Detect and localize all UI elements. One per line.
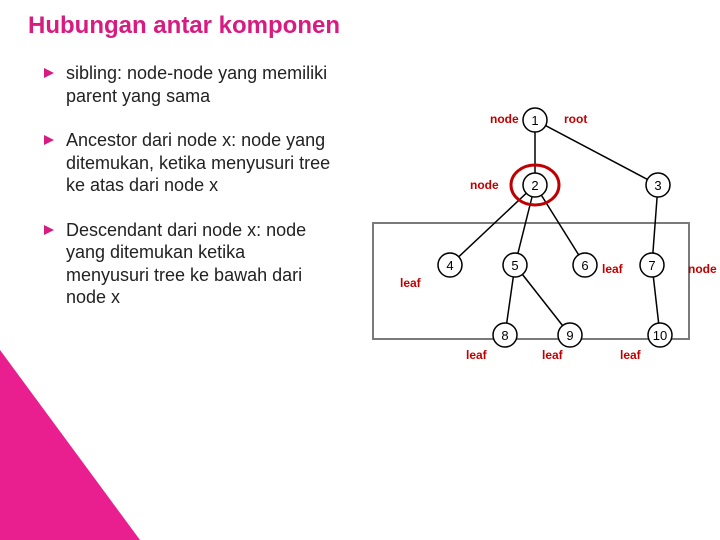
tree-annotation: leaf xyxy=(602,262,623,276)
bullet-text: Descendant dari node x: node yang ditemu… xyxy=(66,219,332,309)
tree-node-label: 5 xyxy=(511,258,518,273)
tree-annotation: leaf xyxy=(400,276,421,290)
tree-node-label: 3 xyxy=(654,178,661,193)
bullet-list: sibling: node-node yang memiliki parent … xyxy=(42,62,332,331)
tree-node-label: 1 xyxy=(531,113,538,128)
tree-node-label: 7 xyxy=(648,258,655,273)
tree-diagram: 1 2 3 4 5 6 7 8 9 10 xyxy=(370,90,720,370)
tree-edge xyxy=(515,265,570,335)
tree-edge xyxy=(535,185,585,265)
tree-annotation: node xyxy=(470,178,499,192)
tree-edge xyxy=(535,120,658,185)
bullet-arrow-icon xyxy=(42,133,56,147)
tree-node-label: 8 xyxy=(501,328,508,343)
bullet-arrow-icon xyxy=(42,223,56,237)
tree-edge xyxy=(450,185,535,265)
tree-annotation: root xyxy=(564,112,587,126)
tree-node-label: 2 xyxy=(531,178,538,193)
bullet-item: sibling: node-node yang memiliki parent … xyxy=(42,62,332,107)
tree-annotation: leaf xyxy=(466,348,487,362)
bullet-item: Descendant dari node x: node yang ditemu… xyxy=(42,219,332,309)
tree-annotation: node xyxy=(688,262,717,276)
tree-node-label: 6 xyxy=(581,258,588,273)
tree-node-label: 4 xyxy=(446,258,453,273)
tree-annotation: node xyxy=(490,112,519,126)
slide-title: Hubungan antar komponen xyxy=(28,12,340,40)
bullet-item: Ancestor dari node x: node yang ditemuka… xyxy=(42,129,332,197)
tree-node-label: 10 xyxy=(653,328,667,343)
corner-triangle xyxy=(0,350,140,540)
bullet-text: Ancestor dari node x: node yang ditemuka… xyxy=(66,129,332,197)
tree-annotation: leaf xyxy=(542,348,563,362)
tree-annotation: leaf xyxy=(620,348,641,362)
bullet-arrow-icon xyxy=(42,66,56,80)
tree-node-label: 9 xyxy=(566,328,573,343)
bullet-text: sibling: node-node yang memiliki parent … xyxy=(66,62,332,107)
